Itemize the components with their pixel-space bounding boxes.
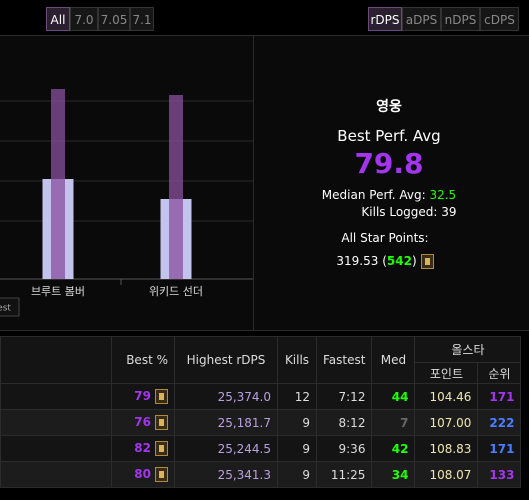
points-cell: 108.07 [414,461,479,488]
median-row: Median Perf. Avg: 32.5 [254,188,524,202]
kills-value: 39 [441,205,457,219]
table-row: 80 25,341.3 9 11:25 34 108.07 133 [0,461,522,488]
legend-box [0,297,20,317]
best-cell: 76 [111,409,175,436]
rankings-table: Best % Highest rDPS Kills Fastest Med 올스… [0,336,522,488]
tab[interactable]: All [46,7,70,31]
header-cell: 올스타 [414,336,522,363]
header-cell: Highest rDPS [174,336,278,384]
subheader-cell: 포인트 [414,362,479,384]
best-label: Best Perf. Avg [337,127,441,145]
legend-label: Best [0,304,11,314]
tab[interactable]: aDPS [402,7,441,31]
allstar-icon [420,254,434,269]
best-cell: 80 [111,461,175,488]
header-row: Best % Highest rDPS Kills Fastest Med 올스… [0,336,522,384]
tab[interactable]: 7.05 [98,7,130,31]
kills-cell: 9 [277,409,317,436]
rdps-cell: 25,341.3 [174,461,278,488]
points-cell: 107.00 [414,409,479,436]
rank-cell: 133 [477,461,522,488]
fastest-cell: 9:36 [315,435,373,462]
header-blank [0,336,112,384]
table-row: 79 25,374.0 12 7:12 44 104.46 171 [0,383,522,410]
rdps-cell: 25,374.0 [174,383,278,410]
rank-cell: 222 [477,409,522,436]
tab[interactable]: cDPS [480,7,519,31]
chart: 브루트 봄버 위키드 선더 Best [0,89,253,317]
best-icon [155,467,168,482]
row-blank [0,383,112,410]
subheader-cell: 순위 [477,362,522,384]
header-cell: Med [371,336,416,384]
table-row: 82 25,244.5 9 9:36 42 108.83 171 [0,435,522,462]
best-value: 80 [134,467,151,481]
row-blank [0,409,112,436]
rank-cell: 171 [477,383,522,410]
kills-label: Kills Logged: [361,205,438,219]
summary-panel: 영웅 Best Perf. Avg 79.8 Median Perf. Avg:… [253,35,529,331]
chart-panel: 브루트 봄버 위키드 선더 Best [0,35,254,331]
med-cell: 42 [371,435,416,462]
kills-cell: 12 [277,383,317,410]
med-cell: 34 [371,461,416,488]
fastest-cell: 8:12 [315,409,373,436]
tab[interactable]: 7.0 [70,7,98,31]
median-label: Median Perf. Avg: [321,188,426,202]
rdps-cell: 25,181.7 [174,409,278,436]
bar [169,95,183,279]
heading: 영웅 [376,99,402,115]
allstar-points: 319.53 [336,254,379,268]
best-value: 79.8 [354,147,424,180]
best-cell: 79 [111,383,175,410]
kills-cell: 9 [277,435,317,462]
best-value: 82 [134,441,151,455]
fastest-cell: 7:12 [315,383,373,410]
tab[interactable]: nDPS [441,7,480,31]
header-cell: Kills [277,336,317,384]
kills-cell: 9 [277,461,317,488]
best-icon [155,441,168,456]
points-cell: 104.46 [414,383,479,410]
row-blank [0,435,112,462]
kills-row: Kills Logged: 39 [274,205,529,219]
table-row: 76 25,181.7 9 8:12 7 107.00 222 [0,409,522,436]
best-cell: 82 [111,435,175,462]
rank-cell: 171 [477,435,522,462]
best-value: 79 [134,389,151,403]
x-tick-label: 브루트 봄버 [31,285,85,298]
rdps-cell: 25,244.5 [174,435,278,462]
row-blank [0,461,112,488]
fastest-cell: 11:25 [315,461,373,488]
allstar-rank: 542 [386,254,412,268]
best-icon [155,389,168,404]
x-tick-label: 위키드 선더 [149,285,203,298]
subheader-row: 포인트 순위 [1,362,522,384]
median-value: 32.5 [429,188,457,202]
med-cell: 7 [371,409,416,436]
allstar-row: 319.53 (542) [254,254,516,269]
best-icon [155,415,168,430]
tab[interactable]: 7.1 [130,7,154,31]
bar [51,89,65,279]
allstar-label: All Star Points: [341,231,429,245]
tab[interactable]: rDPS [368,7,402,31]
header-cell: Fastest [315,336,373,384]
best-value: 76 [134,415,151,429]
header-cell: Best % [111,336,175,384]
points-cell: 108.83 [414,435,479,462]
med-cell: 44 [371,383,416,410]
